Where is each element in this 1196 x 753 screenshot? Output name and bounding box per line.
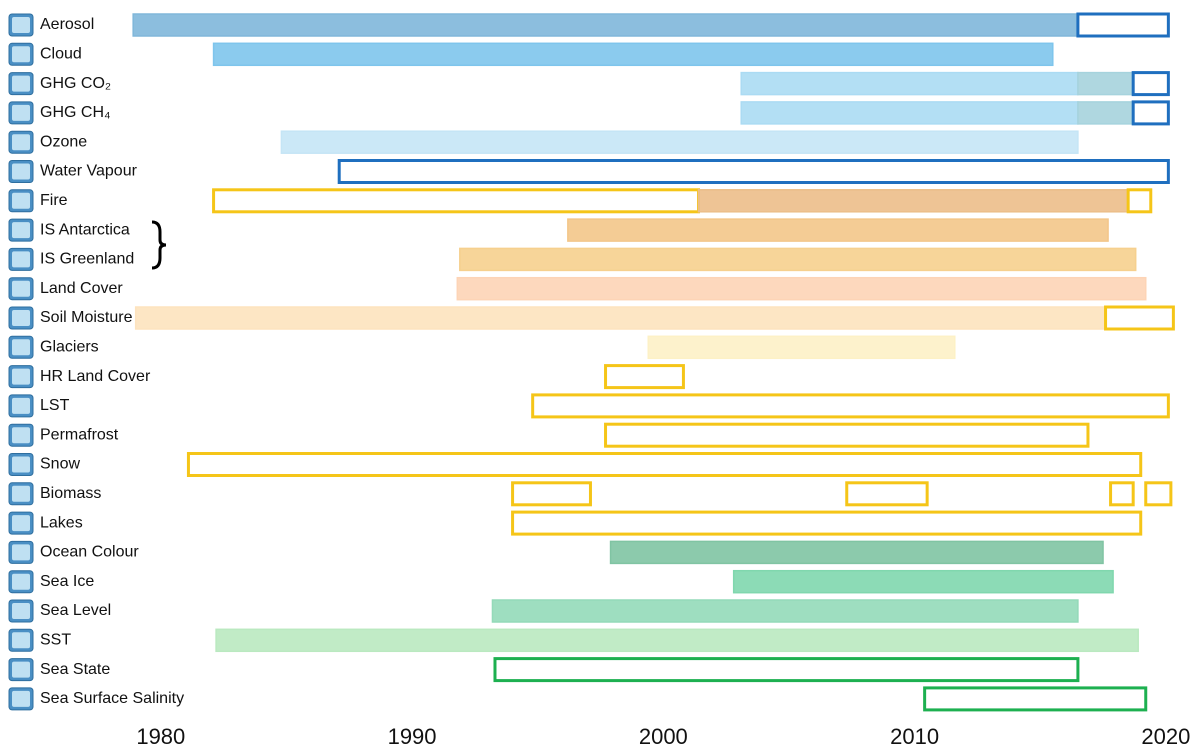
row-label: Sea Ice — [40, 573, 94, 590]
bar — [1077, 71, 1134, 96]
icon-inner — [12, 397, 30, 414]
icon-inner — [12, 485, 30, 502]
bar — [280, 130, 1079, 154]
bar — [845, 481, 929, 507]
row-label: Permafrost — [40, 426, 119, 443]
bar — [1104, 305, 1175, 331]
bar — [1126, 188, 1153, 214]
bar — [511, 481, 592, 507]
row-label: Sea Surface Salinity — [40, 690, 184, 707]
row-label: Ocean Colour — [40, 544, 139, 561]
icon-inner — [12, 310, 30, 326]
row-label: Aerosol — [40, 16, 94, 33]
bar — [1131, 100, 1170, 126]
icon-inner — [12, 456, 30, 473]
bar — [456, 276, 1147, 301]
brace — [151, 220, 167, 270]
bar — [491, 599, 1079, 623]
icon-inner — [12, 339, 30, 356]
icon-inner — [12, 603, 30, 619]
icon-inner — [12, 368, 30, 385]
row-label: IS Greenland — [40, 251, 134, 268]
icon-inner — [12, 544, 30, 561]
bar — [1077, 101, 1134, 125]
row-label: Snow — [40, 456, 80, 473]
bar — [567, 218, 1109, 242]
bar — [215, 628, 1139, 653]
icon-inner — [12, 104, 30, 121]
icon-inner — [12, 280, 30, 297]
bar — [212, 188, 701, 214]
bar — [1144, 481, 1173, 507]
icon-inner — [12, 163, 30, 180]
icon-inner — [12, 661, 30, 678]
row-label: Land Cover — [40, 280, 123, 297]
icon-inner — [12, 515, 30, 532]
bar — [459, 247, 1137, 272]
row-label: Glaciers — [40, 339, 99, 356]
icon-inner — [12, 427, 30, 444]
x-tick-label: 2000 — [639, 724, 688, 749]
bar — [134, 306, 1107, 330]
bar — [511, 510, 1143, 536]
bar — [647, 335, 956, 360]
row-label: Soil Moisture — [40, 309, 133, 326]
bar — [531, 393, 1170, 419]
bar — [697, 189, 1129, 213]
bar — [337, 159, 1170, 184]
icon-inner — [12, 251, 30, 268]
icon-inner — [12, 573, 30, 590]
row-label: SST — [40, 632, 71, 649]
bar — [609, 540, 1104, 565]
icon-inner — [12, 75, 30, 92]
row-label: HR Land Cover — [40, 368, 151, 385]
row-label: Biomass — [40, 485, 101, 502]
row-label: Water Vapour — [40, 163, 138, 180]
x-tick-label: 2010 — [890, 724, 939, 749]
bar — [1131, 71, 1170, 97]
row-label: GHG CH₄ — [40, 104, 111, 121]
icon-inner — [12, 192, 30, 209]
bar — [732, 569, 1114, 594]
row-label: Fire — [40, 192, 68, 209]
bar — [604, 364, 685, 390]
bar — [1076, 12, 1170, 38]
icon-inner — [12, 690, 30, 707]
bar — [740, 71, 1079, 96]
bar — [923, 686, 1148, 712]
x-tick-label: 2020 — [1141, 724, 1190, 749]
row-label: IS Antarctica — [40, 221, 130, 238]
icon-inner — [12, 222, 30, 239]
x-tick-label: 1990 — [388, 724, 437, 749]
bar — [186, 452, 1143, 477]
icon-inner — [12, 46, 30, 63]
row-label: Ozone — [40, 133, 87, 150]
bar — [132, 13, 1079, 37]
bar — [493, 657, 1080, 683]
row-label: GHG CO₂ — [40, 75, 111, 92]
bar — [604, 422, 1090, 448]
row-label: LST — [40, 397, 70, 414]
bar — [740, 101, 1079, 125]
x-tick-label: 1980 — [136, 724, 185, 749]
bar — [212, 42, 1054, 67]
row-label: Cloud — [40, 46, 82, 63]
icon-inner — [12, 632, 30, 649]
row-label: Sea State — [40, 661, 110, 678]
row-label: Sea Level — [40, 602, 111, 619]
icon-inner — [12, 17, 30, 33]
bar — [1109, 481, 1135, 507]
row-label: Lakes — [40, 514, 83, 531]
icon-inner — [12, 134, 30, 151]
